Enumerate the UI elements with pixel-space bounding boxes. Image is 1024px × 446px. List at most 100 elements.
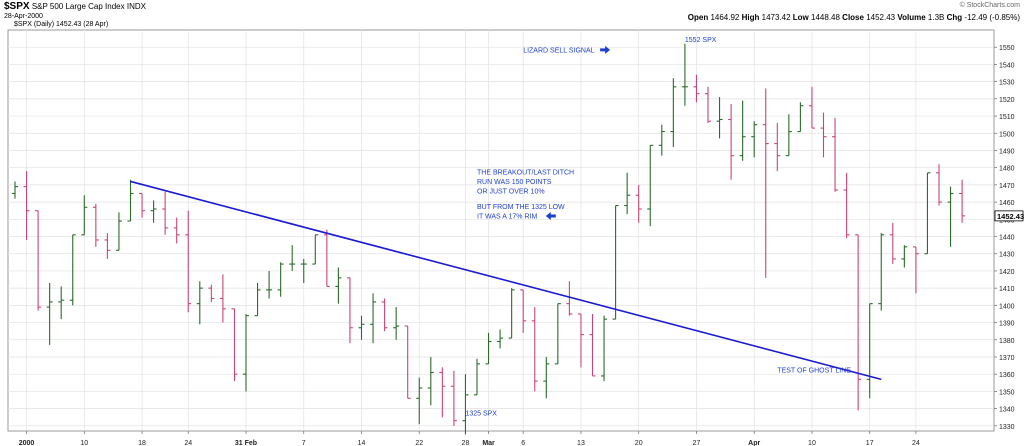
ohlc-bar — [162, 191, 169, 235]
ohlc-bar — [23, 171, 30, 240]
ohlc-bar — [173, 217, 180, 244]
y-tick-label: 1420 — [999, 269, 1015, 276]
chart-title: $SPX S&P 500 Large Cap Index INDX — [4, 1, 146, 12]
stats-bar: Open 1464.92 High 1473.42 Low 1448.48 Cl… — [688, 13, 1020, 22]
x-tick-label: 27 — [693, 440, 701, 446]
ohlc-bar — [716, 97, 723, 139]
annotation-text: RUN WAS 150 POINTS — [477, 179, 552, 186]
last-value-box — [994, 210, 1024, 222]
series-legend: $SPX (Daily) 1452.43 (28 Apr) — [14, 21, 109, 28]
stat-label-high: High — [741, 13, 760, 22]
exchange: INDX — [126, 2, 146, 11]
annotation: 1325 SPX — [465, 411, 497, 418]
ohlc-bar — [462, 374, 469, 435]
y-tick-label: 1480 — [999, 166, 1015, 173]
annotation-text: 1325 SPX — [465, 411, 497, 418]
ohlc-bar — [554, 303, 561, 365]
ohlc-bar — [474, 358, 480, 396]
x-tick-label: 10 — [808, 440, 816, 446]
x-tick-label: 2000 — [19, 440, 35, 446]
ohlc-bar — [843, 172, 850, 239]
y-tick-label: 1500 — [999, 131, 1015, 138]
ohlc-bar — [243, 313, 249, 392]
x-tick-label: 13 — [577, 440, 585, 446]
x-tick-label: Apr — [748, 440, 760, 446]
ohlc-bar — [774, 122, 781, 172]
annotation: LIZARD SELL SIGNAL — [523, 45, 611, 54]
ohlc-bar — [820, 112, 827, 158]
ohlc-bar — [439, 367, 446, 418]
x-tick-label: 22 — [415, 440, 423, 446]
ohlc-bar — [624, 172, 631, 215]
site-credit: © StockCharts.com — [959, 2, 1020, 9]
annotation: TEST OF GHOST LINE — [777, 367, 851, 374]
ohlc-bar — [92, 203, 99, 247]
x-tick-label: 6 — [521, 440, 525, 446]
x-tick-label: 14 — [358, 440, 366, 446]
ohlc-bar — [150, 200, 157, 223]
ohlc-bar — [681, 43, 688, 106]
ohlc-bar — [601, 315, 608, 382]
ohlc-bar — [427, 356, 434, 406]
x-tick-label: 18 — [138, 440, 146, 446]
stat-value-open: 1464.92 — [710, 13, 740, 22]
ohlc-bar — [81, 195, 88, 236]
chart-date: 28-Apr-2000 — [4, 13, 43, 20]
annotation: BUT FROM THE 1325 LOW IT WAS A 17% RIM — [477, 204, 565, 221]
y-tick-label: 1330 — [999, 424, 1015, 431]
ohlc-bar — [912, 246, 919, 294]
ohlc-bar — [69, 234, 76, 306]
y-tick-label: 1340 — [999, 407, 1015, 414]
annotation-text: OR JUST OVER 10% — [477, 189, 545, 196]
stat-label-volume: Volume — [897, 13, 926, 22]
ohlc-bar — [323, 229, 330, 287]
ohlc-bar — [416, 377, 423, 425]
ohlc-bar — [485, 332, 492, 365]
ohlc-bar — [566, 281, 573, 316]
ohlc-bar — [12, 181, 18, 199]
ohlc-bar — [693, 74, 700, 103]
y-tick-label: 1470 — [999, 183, 1015, 190]
y-tick-label: 1530 — [999, 80, 1015, 87]
x-tick-label: 24 — [912, 440, 920, 446]
ohlc-bar — [924, 172, 931, 255]
x-tick-label: 31 Feb — [235, 440, 257, 446]
ohlc-bar — [35, 210, 42, 311]
ohlc-bar — [185, 210, 192, 313]
y-tick-label: 1540 — [999, 62, 1015, 69]
y-tick-label: 1510 — [999, 114, 1015, 121]
annotation: THE BREAKOUT/LAST DITCH RUN WAS 150 POINT… — [477, 170, 574, 196]
x-tick-label: 17 — [866, 440, 874, 446]
annotation-text: BUT FROM THE 1325 LOW — [477, 204, 565, 211]
y-tick-label: 1380 — [999, 338, 1015, 345]
ohlc-bar — [878, 233, 885, 311]
y-tick-label: 1360 — [999, 372, 1015, 379]
ohlc-bar — [866, 303, 873, 399]
ohlc-bar — [370, 293, 377, 344]
ohlc-bar — [289, 245, 296, 271]
annotation-text: THE BREAKOUT/LAST DITCH — [477, 170, 574, 177]
arrow-icon — [545, 211, 556, 220]
ohlc-bar — [196, 281, 203, 325]
ohlc-bar — [647, 144, 654, 227]
ohlc-bar — [312, 234, 319, 265]
x-tick-label: 7 — [302, 440, 306, 446]
ohlc-bar — [959, 179, 966, 223]
stat-label-close: Close — [842, 13, 864, 22]
stat-value-chg: -12.49 (-0.85%) — [964, 13, 1020, 22]
annotation-text: 1552 SPX — [685, 37, 717, 44]
ohlc-bar — [705, 86, 711, 123]
ohlc-bar — [231, 308, 238, 382]
annotation-text: LIZARD SELL SIGNAL — [523, 47, 594, 54]
x-tick-label: 24 — [184, 440, 192, 446]
y-tick-label: 1490 — [999, 148, 1015, 155]
ohlc-bar — [832, 117, 839, 192]
index-name: S&P 500 Large Cap Index — [31, 2, 125, 11]
ohlc-bar — [589, 313, 596, 377]
ohlc-bar — [751, 121, 758, 158]
stat-label-low: Low — [792, 13, 809, 22]
ohlc-bar — [797, 102, 804, 133]
ohlc-bar — [346, 277, 353, 344]
